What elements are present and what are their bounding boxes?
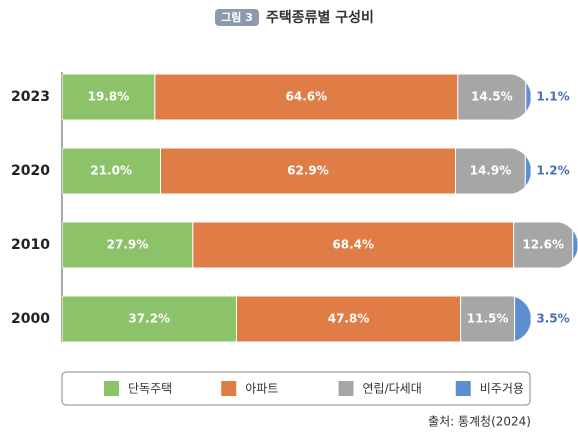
bar-segment xyxy=(524,148,531,194)
bar-group xyxy=(62,74,531,120)
data-label: 1.2% xyxy=(536,164,569,178)
data-label: 64.6% xyxy=(286,90,328,104)
data-label: 68.4% xyxy=(332,238,374,252)
data-label: 21.0% xyxy=(90,164,132,178)
legend-swatch xyxy=(104,381,119,396)
chart-title: 주택종류별 구성비 xyxy=(266,9,374,26)
legend-swatch xyxy=(221,381,237,396)
legend-label: 단독주택 xyxy=(128,382,172,396)
bar-segment xyxy=(460,296,516,342)
bar-segment xyxy=(514,296,531,342)
bar-segment xyxy=(572,222,578,268)
data-label: 37.2% xyxy=(128,312,170,326)
legend-label: 연립/다세대 xyxy=(363,382,422,396)
y-tick-label: 2020 xyxy=(11,163,50,179)
data-label: 62.9% xyxy=(287,164,329,178)
y-tick-label: 2023 xyxy=(11,89,50,105)
y-tick-label: 2010 xyxy=(11,237,50,253)
data-label: 47.8% xyxy=(328,312,370,326)
data-label: 1.1% xyxy=(536,90,569,104)
bar-segment xyxy=(454,148,526,194)
bar-segment xyxy=(192,222,515,268)
bar-group xyxy=(62,148,531,194)
badge-bg xyxy=(215,9,259,26)
source: 출처: 통계청(2024) xyxy=(428,415,531,429)
bar-group xyxy=(62,296,531,342)
badge: 그림 3 xyxy=(221,11,253,24)
data-label: 19.8% xyxy=(88,90,130,104)
bar-segment xyxy=(525,74,531,120)
legend-swatch xyxy=(338,381,354,396)
legend-label: 아파트 xyxy=(245,382,278,396)
data-label: 14.5% xyxy=(471,90,513,104)
data-label: 3.5% xyxy=(536,312,569,326)
data-label: 14.9% xyxy=(470,164,512,178)
bar-segment xyxy=(457,74,527,120)
y-tick-label: 2000 xyxy=(11,311,50,327)
bar-segment xyxy=(62,222,194,268)
legend-swatch xyxy=(455,381,471,396)
bar-group xyxy=(62,222,578,268)
data-label: 12.6% xyxy=(522,238,564,252)
bar-segment xyxy=(159,148,456,194)
data-label: 27.9% xyxy=(107,238,149,252)
data-label: 11.5% xyxy=(467,312,509,326)
legend-box xyxy=(61,371,531,406)
legend-label: 비주거용 xyxy=(480,382,524,396)
